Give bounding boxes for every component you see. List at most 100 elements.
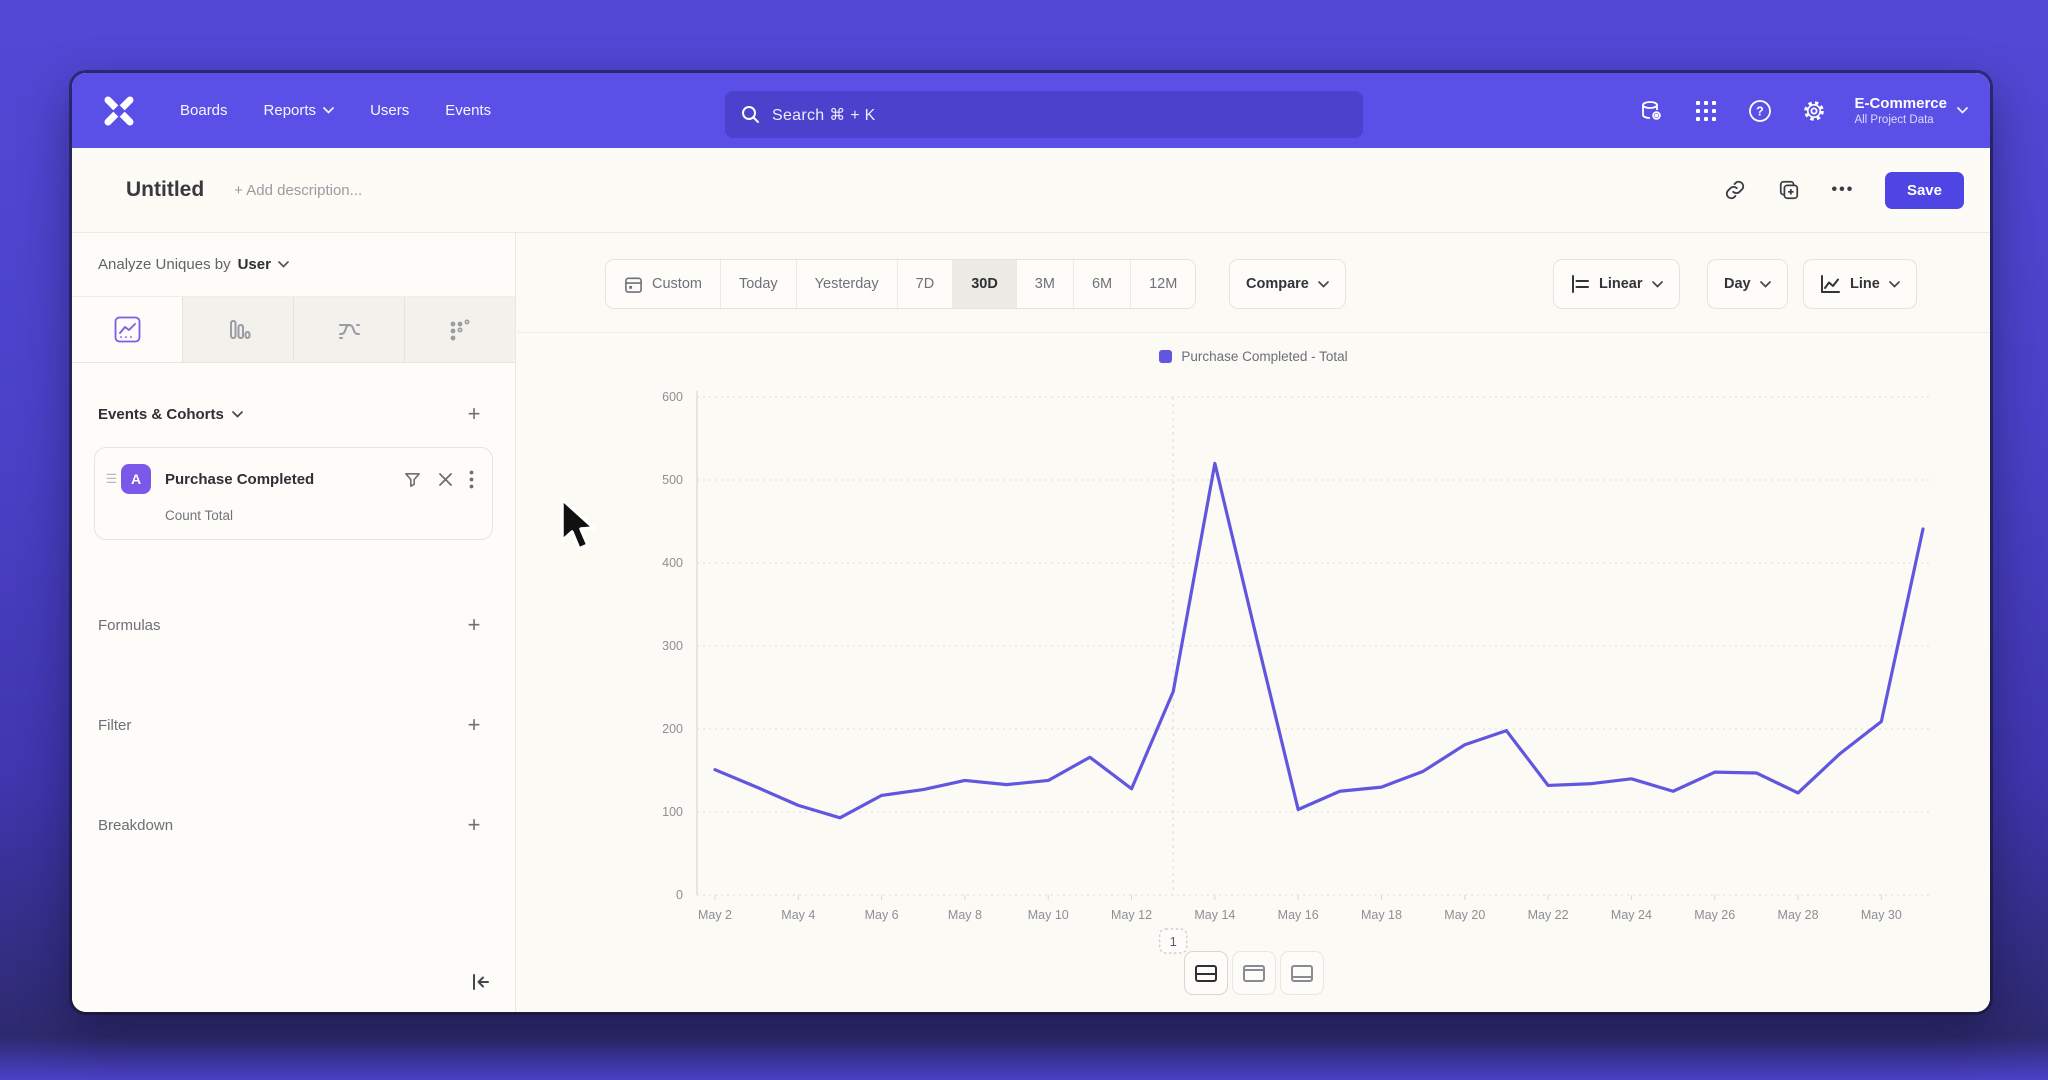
report-title[interactable]: Untitled [126,178,205,201]
app-window: Boards Reports Users Events Search ⌘ + K [72,73,1990,1012]
svg-text:May 30: May 30 [1861,908,1902,922]
save-button[interactable]: Save [1884,171,1964,209]
breakdown-section: Breakdown + [72,810,515,840]
scale-label: Linear [1599,276,1643,292]
add-filter-button[interactable]: + [467,712,481,737]
data-management-icon[interactable] [1630,89,1674,133]
compare-button[interactable]: Compare [1229,259,1346,309]
project-selector[interactable]: E-Commerce All Project Data [1854,95,1968,126]
range-label: Yesterday [814,276,879,292]
filter-funnel-icon[interactable] [403,470,422,489]
interval-dropdown[interactable]: Day [1707,259,1788,309]
svg-text:May 10: May 10 [1028,908,1069,922]
chevron-down-icon [232,410,243,418]
range-custom[interactable]: Custom [606,260,721,308]
nav-item-events[interactable]: Events [431,92,505,129]
filter-label: Filter [98,716,132,734]
nav-item-label: Reports [263,102,317,119]
nav-item-users[interactable]: Users [356,92,423,129]
line-chart[interactable]: 0 100 200 300 400 500 600 May 2 May 4 May 6 May 8 M… [639,383,1939,968]
event-card[interactable]: ☰ A Purchase Completed Count Total [94,447,493,540]
chart-type-dropdown[interactable]: Line [1803,259,1917,309]
chart-type-tabs [72,297,515,363]
search-input[interactable]: Search ⌘ + K [725,91,1363,138]
add-formula-button[interactable]: + [467,612,481,637]
drag-handle-icon[interactable]: ☰ [105,471,118,486]
event-letter-badge: A [121,464,151,494]
tab-line-chart[interactable] [72,297,183,362]
svg-text:May 22: May 22 [1528,908,1569,922]
svg-text:May 4: May 4 [781,908,815,922]
svg-text:May 16: May 16 [1278,908,1319,922]
help-icon[interactable]: ? [1738,89,1782,133]
events-cohorts-title[interactable]: Events & Cohorts [98,406,243,423]
range-12m[interactable]: 12M [1131,260,1195,308]
more-options-icon[interactable]: ••• [1823,170,1863,210]
project-name: E-Commerce [1854,95,1947,112]
chevron-down-icon [323,107,334,114]
annotation-marker: 1 [1170,934,1177,949]
kebab-menu-icon[interactable] [469,470,474,489]
tab-metrics[interactable] [405,297,515,362]
range-3m[interactable]: 3M [1017,260,1074,308]
svg-text:600: 600 [662,390,683,404]
chart-type-label: Line [1850,276,1880,292]
date-range-segmented-control: Custom Today Yesterday 7D 30D 3M 6M 12M [605,259,1197,309]
layout-split-button[interactable] [1183,951,1228,995]
top-nav: Boards Reports Users Events Search ⌘ + K [72,73,1990,148]
nav-item-boards[interactable]: Boards [166,92,242,129]
events-cohorts-label: Events & Cohorts [98,405,224,423]
settings-gear-icon[interactable] [1792,89,1836,133]
mixpanel-logo-icon[interactable] [102,94,136,128]
layout-top-panel-button[interactable] [1231,951,1276,995]
linear-scale-icon [1572,275,1589,293]
chevron-down-icon [1759,280,1771,288]
svg-text:300: 300 [662,639,683,653]
chevron-down-icon [1651,280,1663,288]
remove-event-icon[interactable] [438,472,453,487]
svg-text:May 6: May 6 [865,908,899,922]
calendar-icon [625,277,642,293]
event-metric-dropdown[interactable]: Count Total [165,508,234,523]
range-label: 3M [1034,276,1055,292]
apps-grid-icon[interactable] [1684,89,1728,133]
range-today[interactable]: Today [721,260,797,308]
svg-text:500: 500 [662,473,683,487]
range-label: 12M [1149,276,1178,292]
range-yesterday[interactable]: Yesterday [797,260,898,308]
analyze-value-dropdown[interactable]: User [237,256,271,273]
copy-link-icon[interactable] [1715,170,1755,210]
bottom-panel-icon [1290,964,1313,982]
duplicate-icon[interactable] [1769,170,1809,210]
event-name[interactable]: Purchase Completed [165,470,315,488]
svg-text:May 2: May 2 [698,908,732,922]
query-sidebar: Analyze Uniques by User Events & Cohorts [72,233,516,1012]
add-breakdown-button[interactable]: + [467,812,481,837]
breakdown-label: Breakdown [98,816,174,834]
svg-text:0: 0 [676,888,683,902]
nav-item-reports[interactable]: Reports [250,92,349,129]
add-description-field[interactable]: + Add description... [234,181,363,199]
nav-item-label: Events [445,102,492,119]
report-canvas: Custom Today Yesterday 7D 30D 3M 6M 12M … [517,233,1990,1012]
range-label: 6M [1091,276,1113,292]
scale-dropdown[interactable]: Linear [1553,259,1680,309]
svg-text:400: 400 [662,556,683,570]
layout-toggle-group [1183,951,1324,995]
tab-flow-chart[interactable] [294,297,405,362]
tab-bar-chart[interactable] [183,297,294,362]
svg-text:May 28: May 28 [1778,908,1819,922]
svg-text:May 24: May 24 [1611,908,1652,922]
range-7d[interactable]: 7D [898,260,954,308]
svg-text:May 8: May 8 [948,908,982,922]
range-30d[interactable]: 30D [953,260,1017,308]
svg-text:May 18: May 18 [1361,908,1402,922]
svg-text:?: ? [1757,104,1765,118]
formulas-section: Formulas + [72,610,515,640]
split-panel-icon [1194,964,1217,982]
chevron-down-icon [1318,280,1329,288]
layout-bottom-panel-button[interactable] [1279,951,1324,995]
collapse-sidebar-icon[interactable] [463,964,499,1000]
range-6m[interactable]: 6M [1074,260,1132,308]
add-event-button[interactable]: + [467,401,481,426]
